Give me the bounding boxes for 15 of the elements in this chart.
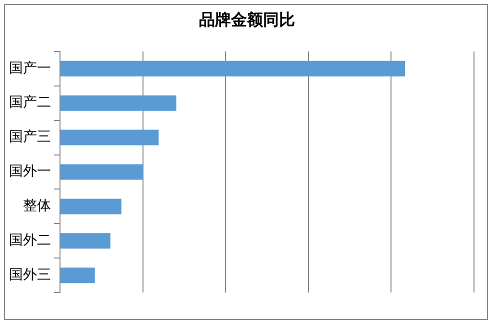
bar — [60, 164, 144, 180]
bar — [60, 268, 95, 284]
chart-title: 品牌金额同比 — [198, 10, 296, 31]
bar — [60, 130, 159, 146]
y-tick-label: 国外一 — [9, 164, 51, 180]
y-tick-label: 国外三 — [9, 267, 51, 284]
y-tick-label: 国产一 — [9, 60, 51, 76]
bar — [60, 60, 405, 76]
y-tick-label: 国产三 — [9, 129, 51, 146]
y-tick-label: 国产二 — [9, 94, 51, 111]
bar — [60, 95, 176, 111]
bar — [60, 233, 110, 249]
y-tick-label: 整体 — [23, 198, 51, 214]
y-tick-label: 国外二 — [9, 232, 51, 249]
bar — [60, 198, 122, 214]
